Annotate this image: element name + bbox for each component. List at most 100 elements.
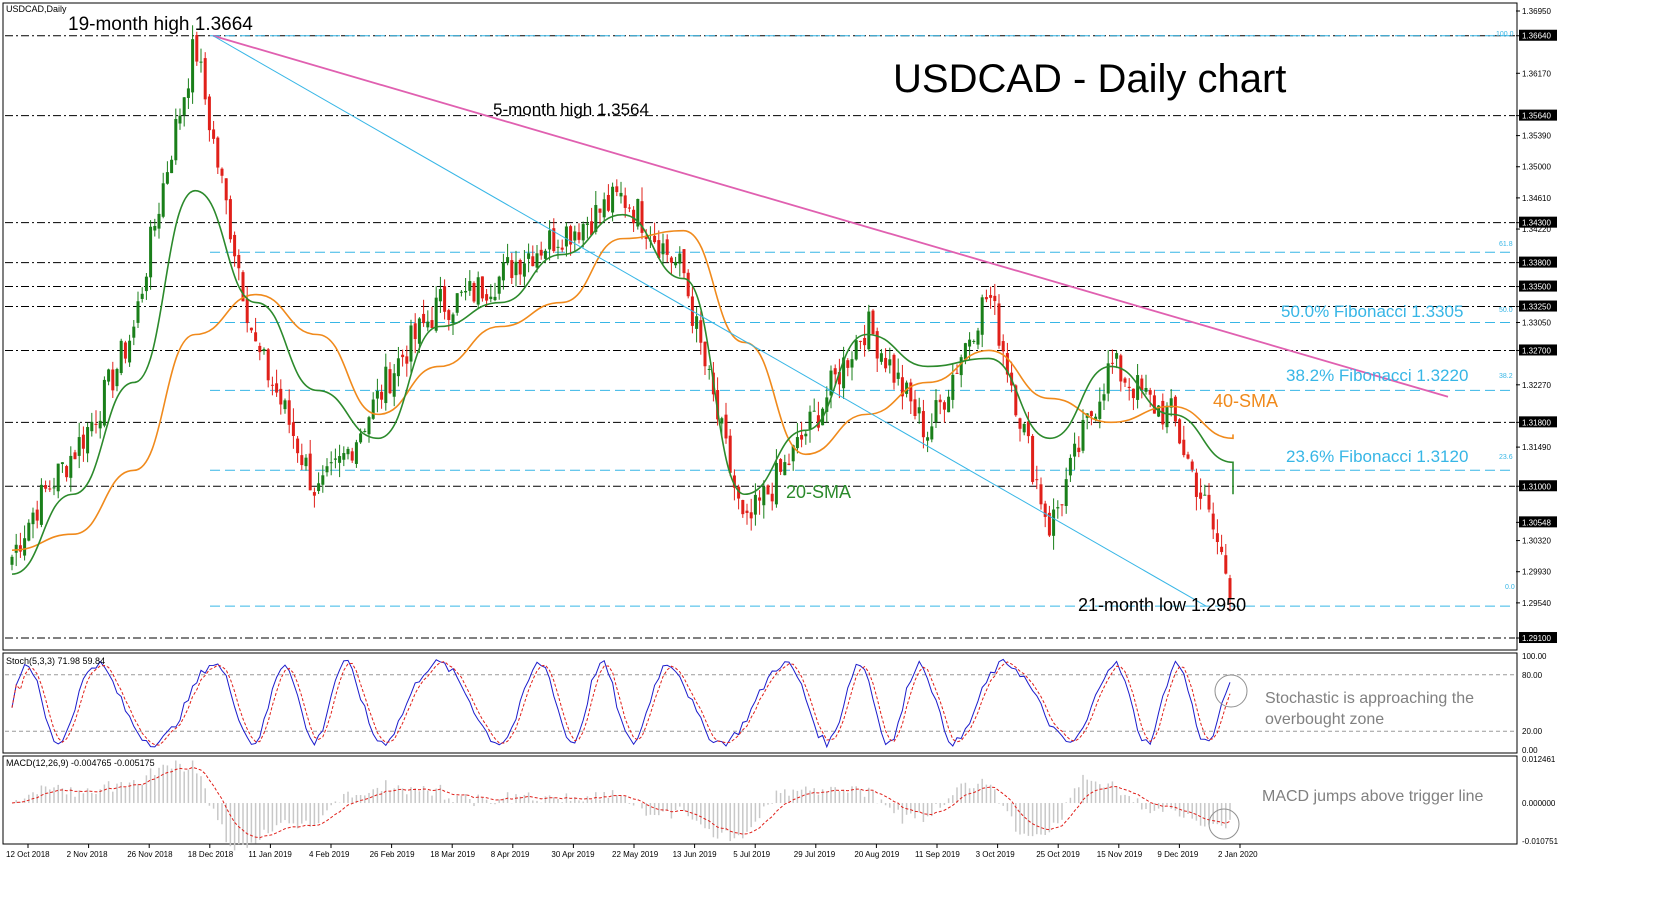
candle-down — [531, 256, 535, 267]
price-tick-label: 1.35000 — [1522, 163, 1551, 172]
candle-up — [968, 339, 972, 347]
candle-up — [363, 430, 367, 432]
candle-up — [573, 231, 577, 241]
candle-down — [207, 96, 211, 131]
time-tick-label: 8 Apr 2019 — [491, 850, 530, 859]
candle-down — [1031, 435, 1035, 482]
candle-up — [1073, 443, 1077, 457]
candle-down — [510, 260, 514, 279]
candle-down — [447, 310, 451, 320]
candle-down — [942, 402, 946, 410]
candle-up — [170, 159, 174, 174]
time-tick-label: 5 Jul 2019 — [733, 850, 770, 859]
candle-down — [1178, 419, 1182, 444]
candle-up — [1102, 394, 1106, 401]
macd-highlight-circle — [1208, 808, 1240, 840]
candle-down — [657, 240, 661, 258]
stoch-tick-label: 80.00 — [1522, 671, 1543, 680]
stoch-panel-frame — [2, 652, 1518, 754]
candle-down — [858, 340, 862, 342]
candle-up — [611, 186, 615, 213]
candle-down — [220, 168, 224, 176]
candle-down — [94, 423, 98, 425]
sma20-annotation: 20-SMA — [786, 482, 851, 502]
candle-up — [930, 426, 934, 440]
candle-down — [1039, 484, 1043, 505]
candle-down — [430, 320, 434, 328]
candle-up — [854, 340, 858, 360]
candle-up — [375, 390, 379, 399]
candle-up — [27, 522, 31, 541]
fib-base-line — [212, 35, 1207, 607]
candle-down — [1001, 341, 1005, 352]
time-tick-label: 25 Oct 2019 — [1036, 850, 1080, 859]
candle-down — [623, 195, 627, 208]
candle-up — [476, 277, 480, 305]
price-tick-label: 1.31800 — [1522, 418, 1551, 427]
candle-down — [1047, 512, 1051, 536]
time-tick-label: 3 Oct 2019 — [976, 850, 1016, 859]
candle-up — [338, 456, 342, 463]
price-tick-bg — [1519, 280, 1557, 292]
candle-up — [417, 318, 421, 344]
candle-up — [115, 369, 119, 387]
candle-down — [480, 276, 484, 299]
candle-down — [644, 235, 648, 239]
candle-up — [182, 97, 186, 116]
candle-down — [632, 209, 636, 224]
candle-up — [367, 417, 371, 435]
candle-up — [69, 455, 73, 478]
candle-down — [308, 453, 312, 491]
stoch-tick-label: 20.00 — [1522, 727, 1543, 736]
time-tick-label: 26 Feb 2019 — [370, 850, 415, 859]
fib-236-label: 23.6 — [1499, 454, 1513, 461]
candle-up — [409, 325, 413, 362]
candle-down — [816, 415, 820, 428]
fib-382-label: 38.2 — [1499, 373, 1513, 380]
candle-down — [44, 485, 48, 489]
candle-up — [619, 192, 623, 197]
price-tick-label: 1.33500 — [1522, 283, 1551, 292]
candle-down — [1186, 454, 1190, 459]
candle-down — [800, 434, 804, 440]
price-tick-label: 1.31000 — [1522, 482, 1551, 491]
candle-down — [1018, 418, 1022, 429]
candle-up — [888, 359, 892, 366]
price-tick-label: 1.34610 — [1522, 194, 1551, 203]
macd-header: MACD(12,26,9) -0.004765 -0.005175 — [6, 758, 155, 768]
candle-up — [497, 276, 501, 294]
time-tick-label: 11 Jan 2019 — [248, 850, 292, 859]
price-tick-label: 1.32700 — [1522, 346, 1551, 355]
candle-down — [518, 259, 522, 275]
candle-up — [825, 397, 829, 412]
candle-up — [359, 433, 363, 443]
candle-down — [1089, 411, 1093, 417]
macd-panel-frame — [2, 755, 1518, 845]
candle-down — [228, 199, 232, 240]
candle-down — [413, 323, 417, 340]
candle-up — [963, 343, 967, 360]
candle-down — [1127, 386, 1131, 388]
candle-down — [1220, 546, 1224, 553]
candle-down — [65, 466, 69, 478]
candle-down — [665, 239, 669, 255]
candle-up — [132, 326, 136, 338]
candle-up — [720, 418, 724, 424]
candle-up — [392, 373, 396, 397]
candle-up — [972, 340, 976, 342]
candle-down — [485, 294, 489, 301]
fib-0-label: 0.0 — [1505, 584, 1515, 591]
low21-annotation: 21-month low 1.2950 — [1078, 595, 1246, 615]
stoch-note-line2: overbought zone — [1265, 711, 1384, 728]
fib236-annotation: 23.6% Fibonacci 1.3120 — [1286, 447, 1468, 466]
time-tick-label: 12 Oct 2018 — [6, 850, 50, 859]
candle-up — [783, 462, 787, 476]
candle-up — [396, 358, 400, 377]
candle-up — [60, 462, 64, 465]
price-tick-label: 1.34220 — [1522, 225, 1551, 234]
fib-100-label: 100.0 — [1496, 31, 1514, 38]
price-tick-bg — [1519, 256, 1557, 268]
candle-down — [1152, 395, 1156, 414]
candle-up — [850, 359, 854, 368]
candle-down — [669, 257, 673, 263]
